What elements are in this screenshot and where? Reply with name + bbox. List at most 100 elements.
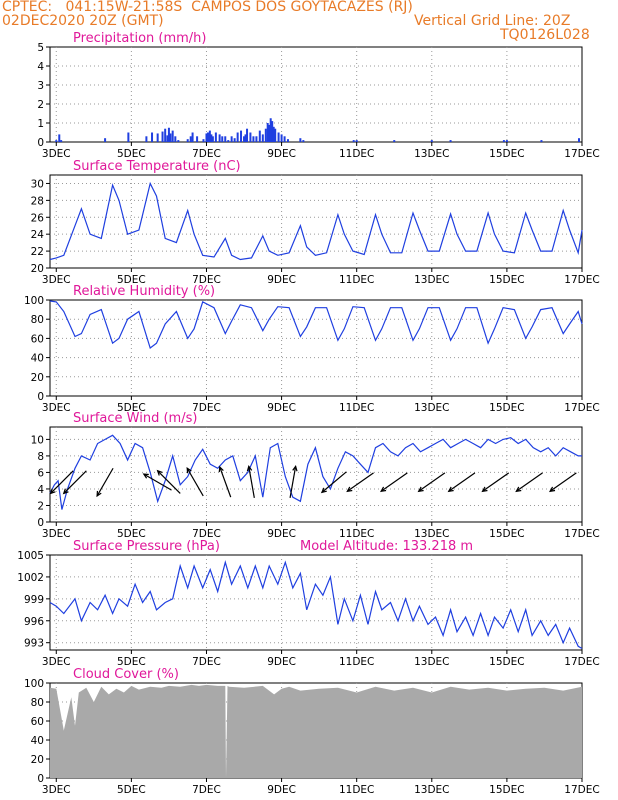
wind-arrow-head <box>156 469 163 476</box>
panel-title: Surface Pressure (hPa) <box>73 539 220 554</box>
precip-bar <box>233 138 236 142</box>
x-tick-label: 13DEC <box>414 656 449 668</box>
wind-direction-arrow <box>447 472 476 493</box>
wind-arrow-shaft <box>219 466 232 498</box>
precip-bar <box>104 138 107 142</box>
wind-direction-arrow <box>142 473 172 491</box>
wind-direction-arrow <box>49 470 74 495</box>
y-tick-label: 60 <box>31 716 44 728</box>
wind-arrow-head <box>515 486 522 493</box>
precip-bar <box>151 132 154 142</box>
precip-bar <box>246 128 249 142</box>
x-tick-label: 5DEC <box>117 148 146 160</box>
y-tick-label: 0 <box>37 773 44 785</box>
precip-bar <box>202 139 205 142</box>
wind-direction-arrow <box>156 469 181 494</box>
panel-wind: 0 2 4 6 8 10 3DEC 5DEC 7DEC 9DEC 11DEC 13DEC 15DEC 17… <box>31 411 600 540</box>
wind-direction-arrow <box>515 472 543 493</box>
x-tick-label: 15DEC <box>489 274 524 286</box>
x-tick-label: 17DEC <box>564 402 599 414</box>
wind-arrow-head <box>320 487 327 494</box>
y-tick-label: 100 <box>24 678 44 690</box>
wind-arrow-shaft <box>346 472 374 492</box>
panel-cloud: 0 20 40 60 80 100 3DEC 5DEC 7DEC 9DEC 11DEC 13DEC 15… <box>24 667 600 796</box>
cloud-cover-area <box>50 684 582 778</box>
x-tick-label: 9DEC <box>267 402 296 414</box>
wind-arrow-shaft <box>448 472 476 492</box>
x-tick-label: 3DEC <box>42 274 71 286</box>
y-tick-label: 28 <box>31 195 44 207</box>
wind-direction-arrow <box>380 472 408 493</box>
x-tick-label: 15DEC <box>489 148 524 160</box>
x-tick-label: 9DEC <box>267 784 296 796</box>
y-tick-label: 60 <box>31 333 44 345</box>
x-tick-label: 5DEC <box>117 656 146 668</box>
wind-direction-arrow <box>417 472 446 493</box>
wind-arrow-shaft <box>321 471 347 493</box>
precip-bar <box>166 135 169 142</box>
x-tick-label: 3DEC <box>42 148 71 160</box>
wind-arrow-shaft <box>380 472 408 492</box>
precip-bar <box>261 134 264 142</box>
precip-bar <box>196 136 199 142</box>
wind-arrow-shaft <box>418 472 446 492</box>
wind-arrow-head <box>548 486 556 493</box>
wind-direction-arrow <box>289 464 298 498</box>
wind-arrow-head <box>481 486 488 493</box>
precip-bar <box>355 140 358 142</box>
panel-frame <box>49 174 583 269</box>
precip-bar <box>264 128 267 142</box>
panel-title: Precipitation (mm/h) <box>73 31 206 46</box>
precip-bar <box>171 130 174 142</box>
x-tick-label: 17DEC <box>564 528 599 540</box>
wind-arrow-head <box>186 467 192 474</box>
precip-bar <box>280 134 283 142</box>
precip-bar <box>161 131 164 142</box>
x-tick-label: 15DEC <box>489 402 524 414</box>
precip-bar <box>60 140 63 142</box>
x-tick-label: 11DEC <box>339 656 374 668</box>
precip-bar <box>221 136 224 142</box>
precip-bar <box>156 133 159 142</box>
precip-bar <box>249 132 252 142</box>
x-tick-label: 15DEC <box>489 656 524 668</box>
panel-rh: 0 20 40 60 80 100 3DEC 5DEC 7DEC 9DEC 11DEC 13DEC 15… <box>24 284 600 414</box>
rh-series-line <box>49 300 583 349</box>
precip-bar <box>191 132 194 142</box>
wind-arrow-shaft <box>515 472 543 492</box>
y-tick-label: 2 <box>37 99 44 111</box>
precip-bar <box>449 140 452 142</box>
wind-direction-arrow <box>320 471 347 494</box>
wind-arrow-head <box>96 490 102 498</box>
precip-bar <box>127 132 130 142</box>
wind-arrow-shaft <box>157 470 181 494</box>
y-tick-label: 0 <box>37 517 44 529</box>
precip-bar <box>211 136 214 142</box>
x-tick-label: 17DEC <box>564 148 599 160</box>
y-tick-label: 0 <box>37 391 44 403</box>
y-tick-label: 1002 <box>17 572 44 584</box>
x-tick-label: 7DEC <box>192 656 221 668</box>
y-tick-label: 1 <box>37 118 44 130</box>
run-datetime: 02DEC2020 20Z (GMT) <box>2 13 164 29</box>
wind-direction-arrow <box>481 472 510 493</box>
panel-precip: 0 1 2 3 4 5 3DEC 5DEC 7DEC 9DEC 11DEC 13DEC 15DEC 17D… <box>37 31 599 160</box>
y-tick-label: 40 <box>31 735 44 747</box>
panel-frame <box>49 46 583 143</box>
y-tick-label: 993 <box>24 638 44 650</box>
precip-bar <box>286 139 289 142</box>
precip-bar <box>230 136 233 142</box>
precip-bar <box>218 134 221 142</box>
precip-bar <box>167 127 170 142</box>
x-tick-label: 17DEC <box>564 274 599 286</box>
wind-arrow-shaft <box>549 472 577 492</box>
y-tick-label: 999 <box>24 594 44 606</box>
precip-bar <box>352 140 355 142</box>
panel-frame <box>49 299 583 397</box>
pres-series-line <box>49 560 583 650</box>
y-tick-label: 996 <box>24 616 44 628</box>
wind-arrow-shaft <box>248 466 255 498</box>
x-tick-label: 5DEC <box>117 274 146 286</box>
precip-bar <box>540 140 543 142</box>
